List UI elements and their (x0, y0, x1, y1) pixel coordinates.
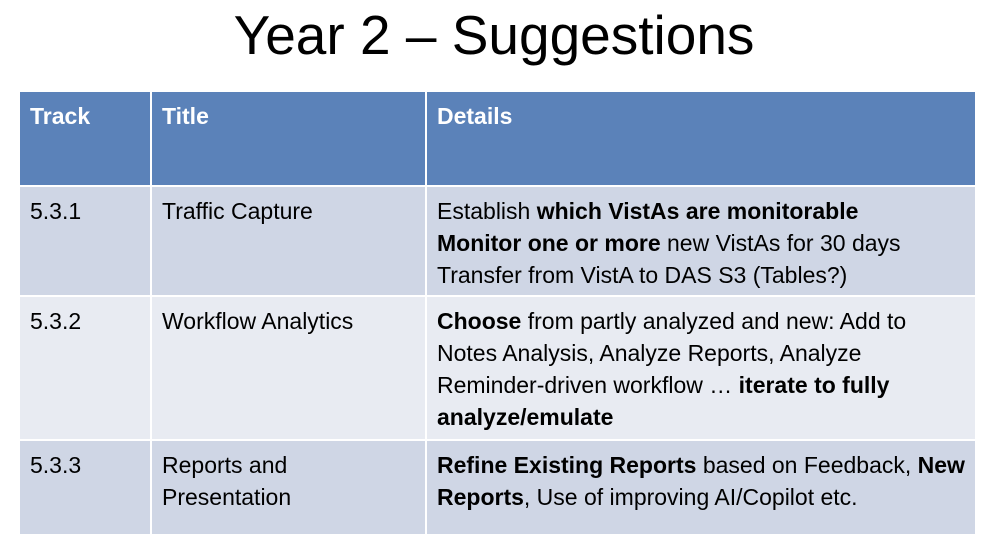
track-cell: 5.3.3 (18, 439, 152, 536)
details-bold-text: Monitor one or more (437, 230, 661, 256)
details-text: Transfer from VistA to DAS S3 (Tables?) (437, 262, 848, 288)
suggestions-table: Track Title Details 5.3.1 Traffic Captur… (18, 90, 977, 536)
track-cell: 5.3.2 (18, 295, 152, 441)
details-cell: Choose from partly analyzed and new: Add… (425, 295, 977, 441)
header-track: Track (18, 90, 152, 187)
details-cell: Establish which VistAs are monitorable Mo… (425, 185, 977, 297)
details-line: Monitor one or more new VistAs for 30 da… (437, 227, 965, 259)
details-line: Choose from partly analyzed and new: Add… (437, 305, 965, 433)
track-cell: 5.3.1 (18, 185, 152, 297)
details-text: Establish (437, 198, 537, 224)
details-bold-text: New Reports (437, 452, 965, 510)
header-title: Title (150, 90, 427, 187)
details-line: Transfer from VistA to DAS S3 (Tables?) (437, 259, 965, 291)
table-row: 5.3.3 Reports and Presentation Refine Ex… (18, 439, 977, 536)
title-cell: Reports and Presentation (150, 439, 427, 536)
table-header-row: Track Title Details (18, 90, 977, 187)
header-details: Details (425, 90, 977, 187)
details-text: , Use of improving AI/Copilot etc. (523, 484, 858, 510)
title-cell: Traffic Capture (150, 185, 427, 297)
details-bold-text: Choose (437, 308, 522, 334)
details-bold-text: Refine Existing Reports (437, 452, 697, 478)
details-line: Refine Existing Reports based on Feedbac… (437, 449, 965, 513)
table-row: 5.3.1 Traffic Capture Establish which Vi… (18, 185, 977, 297)
details-cell: Refine Existing Reports based on Feedbac… (425, 439, 977, 536)
details-text: new VistAs for 30 days (660, 230, 901, 256)
details-line: Establish which VistAs are monitorable (437, 195, 965, 227)
table-row: 5.3.2 Workflow Analytics Choose from par… (18, 295, 977, 441)
title-cell: Workflow Analytics (150, 295, 427, 441)
details-text: based on Feedback, (696, 452, 918, 478)
details-text: from partly analyzed and new: Add to Not… (437, 308, 907, 398)
slide-title: Year 2 – Suggestions (233, 4, 755, 66)
details-bold-text: which VistAs are monitorable (536, 198, 859, 224)
details-bold-text: iterate to fully analyze/emulate (437, 372, 890, 430)
